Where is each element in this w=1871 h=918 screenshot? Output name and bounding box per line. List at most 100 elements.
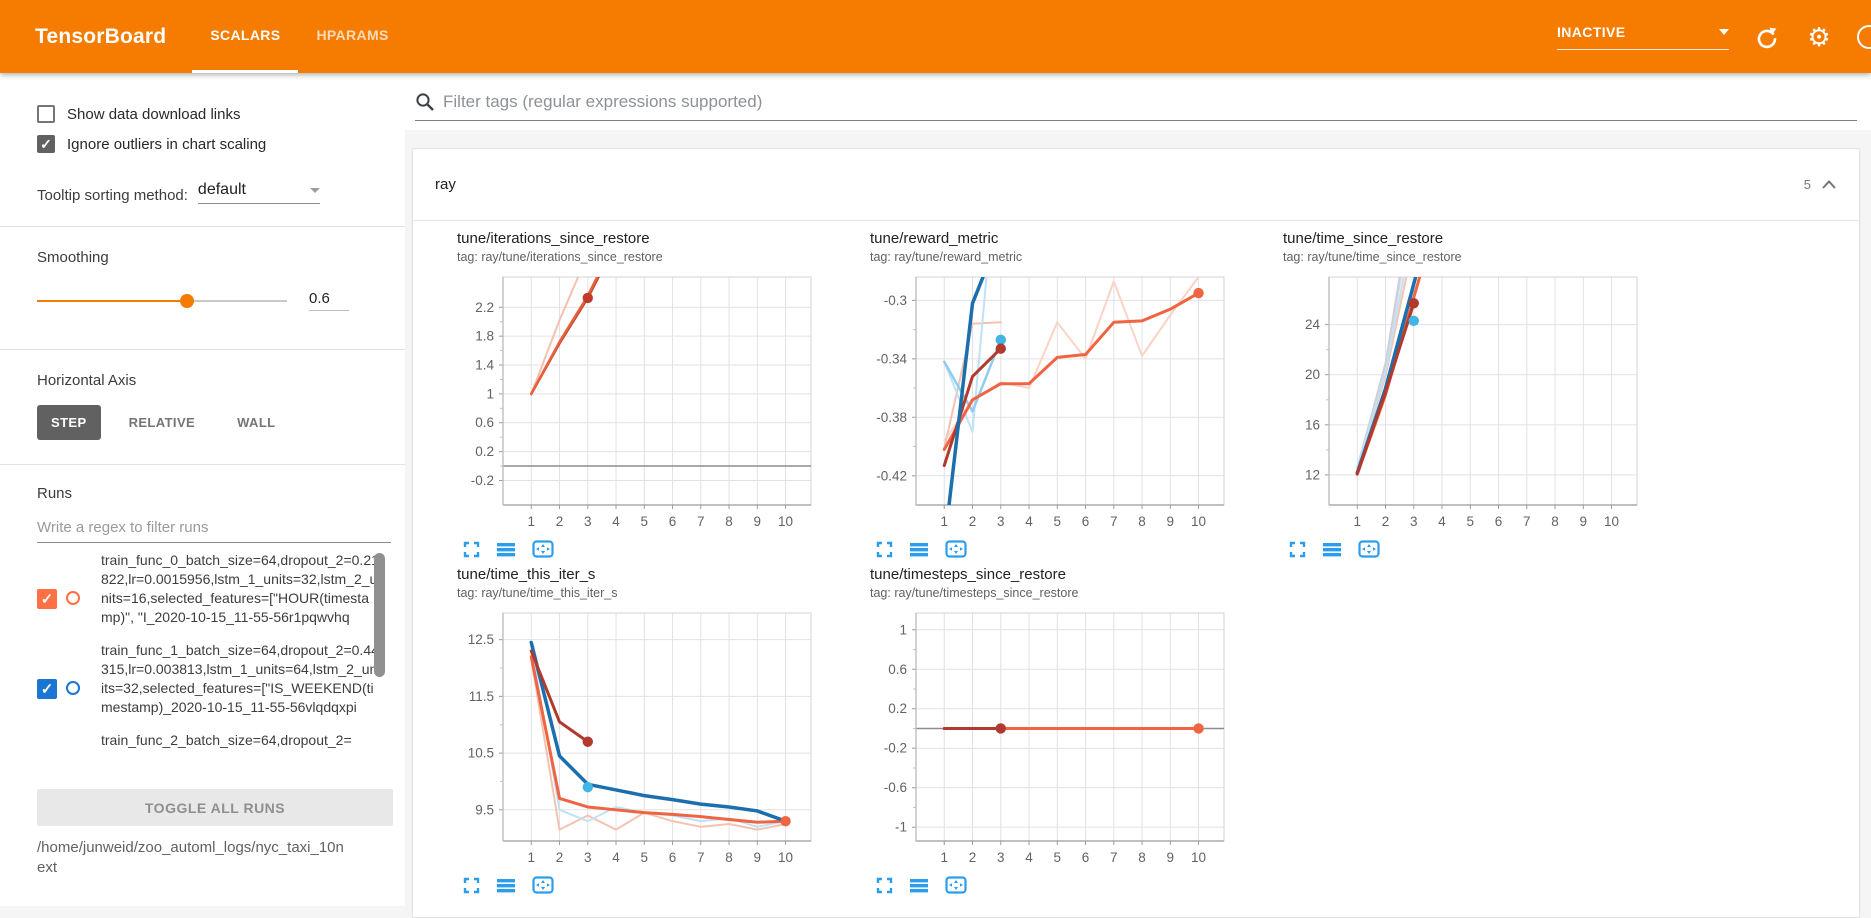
chevron-up-icon[interactable]: [1821, 179, 1837, 190]
help-icon[interactable]: [1857, 25, 1871, 49]
toggle-runs-icon[interactable]: [497, 541, 515, 558]
svg-text:1: 1: [899, 622, 907, 637]
runs-filter-input[interactable]: [37, 516, 391, 543]
horizontal-axis-options: STEP RELATIVE WALL: [37, 405, 377, 440]
svg-text:9: 9: [1167, 514, 1175, 529]
toggle-runs-icon[interactable]: [910, 877, 928, 894]
run-status-label: INACTIVE: [1557, 24, 1626, 40]
run-item-controls: ✓: [37, 551, 101, 627]
svg-text:10: 10: [1191, 514, 1206, 529]
svg-text:-0.6: -0.6: [884, 780, 907, 795]
run-item-controls: [37, 731, 101, 769]
data-point-marker[interactable]: [780, 816, 790, 826]
series-run0-smoothed: [531, 271, 602, 394]
fit-domain-icon[interactable]: [945, 540, 967, 558]
fullscreen-icon[interactable]: [463, 877, 480, 894]
checkbox-unchecked-icon[interactable]: [37, 105, 55, 123]
fullscreen-icon[interactable]: [1289, 541, 1306, 558]
fullscreen-icon[interactable]: [876, 541, 893, 558]
data-point-marker[interactable]: [996, 723, 1006, 733]
chart-toolbar: [457, 876, 826, 894]
toolbar-right: INACTIVE ⚙: [1557, 0, 1871, 73]
svg-text:16: 16: [1305, 417, 1320, 432]
svg-text:8: 8: [1138, 850, 1146, 865]
show-download-links-checkbox-row[interactable]: Show data download links: [37, 105, 377, 123]
run-radio-circle[interactable]: [66, 681, 80, 695]
tab-hparams[interactable]: HPARAMS: [298, 0, 406, 73]
fit-domain-icon[interactable]: [1358, 540, 1380, 558]
axis-option-wall[interactable]: WALL: [223, 405, 289, 440]
toggle-runs-icon[interactable]: [1323, 541, 1341, 558]
svg-text:11.5: 11.5: [469, 689, 494, 704]
reload-status-select[interactable]: INACTIVE: [1557, 24, 1729, 50]
svg-text:10: 10: [1604, 514, 1619, 529]
svg-text:1: 1: [940, 514, 948, 529]
axis-option-relative[interactable]: RELATIVE: [115, 405, 210, 440]
data-point-marker[interactable]: [1409, 316, 1419, 326]
svg-text:-0.34: -0.34: [876, 351, 907, 366]
run-radio-circle[interactable]: [66, 591, 80, 605]
axis-option-step[interactable]: STEP: [37, 405, 101, 440]
toggle-all-runs-button[interactable]: TOGGLE ALL RUNS: [37, 789, 393, 826]
tag-filter-input[interactable]: [443, 92, 1857, 112]
ignore-outliers-checkbox-row[interactable]: ✓ Ignore outliers in chart scaling: [37, 135, 377, 153]
svg-text:0.2: 0.2: [475, 444, 494, 459]
fit-domain-icon[interactable]: [532, 540, 554, 558]
svg-text:9: 9: [754, 514, 762, 529]
tooltip-sorting-select[interactable]: default: [198, 181, 320, 204]
series-run0-raw: [531, 660, 785, 830]
data-point-marker[interactable]: [583, 782, 593, 792]
svg-text:6: 6: [669, 514, 677, 529]
fit-domain-icon[interactable]: [945, 876, 967, 894]
data-point-marker[interactable]: [996, 343, 1006, 353]
svg-text:-0.2: -0.2: [471, 473, 494, 488]
fullscreen-icon[interactable]: [876, 877, 893, 894]
toggle-runs-icon[interactable]: [497, 877, 515, 894]
chevron-down-icon: [310, 188, 320, 193]
slider-fill: [37, 300, 187, 302]
data-point-marker[interactable]: [1193, 288, 1203, 298]
svg-text:9: 9: [1580, 514, 1588, 529]
svg-text:4: 4: [1438, 514, 1446, 529]
svg-text:9: 9: [754, 850, 762, 865]
gear-icon: ⚙: [1807, 24, 1830, 50]
fullscreen-icon[interactable]: [463, 541, 480, 558]
checkbox-checked-icon[interactable]: ✓: [37, 135, 55, 153]
chart-toolbar: [870, 540, 1239, 558]
data-point-marker[interactable]: [1409, 298, 1419, 308]
smoothing-value[interactable]: 0.6: [309, 290, 349, 311]
settings-button[interactable]: ⚙: [1805, 23, 1833, 51]
run-name: train_func_1_batch_size=64,dropout_2=0.4…: [101, 641, 379, 717]
toggle-runs-icon[interactable]: [910, 541, 928, 558]
svg-text:1: 1: [1353, 514, 1361, 529]
smoothing-slider[interactable]: [37, 294, 287, 308]
svg-text:24: 24: [1305, 317, 1321, 332]
tag-group-header[interactable]: ray 5: [413, 149, 1859, 221]
slider-thumb[interactable]: [180, 294, 194, 308]
data-point-marker[interactable]: [583, 293, 593, 303]
svg-text:2: 2: [969, 850, 977, 865]
svg-text:5: 5: [1054, 514, 1062, 529]
tab-scalars[interactable]: SCALARS: [192, 0, 298, 73]
runs-scrollbar[interactable]: [374, 553, 385, 677]
chart-title: tune/time_this_iter_s: [457, 565, 826, 585]
run-checkbox[interactable]: ✓: [37, 589, 57, 609]
svg-text:5: 5: [1054, 850, 1062, 865]
svg-text:0.6: 0.6: [475, 415, 494, 430]
svg-text:-0.42: -0.42: [876, 468, 907, 483]
data-point-marker[interactable]: [583, 737, 593, 747]
refresh-button[interactable]: [1753, 23, 1781, 51]
ignore-outliers-label: Ignore outliers in chart scaling: [67, 136, 266, 153]
fit-domain-icon[interactable]: [532, 876, 554, 894]
data-point-marker[interactable]: [1193, 723, 1203, 733]
run-checkbox[interactable]: ✓: [37, 679, 57, 699]
